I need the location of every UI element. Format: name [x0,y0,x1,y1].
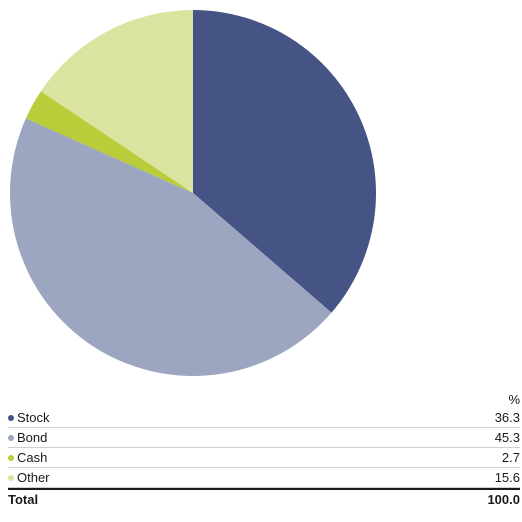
pie-slice-bond [10,118,332,376]
total-row: Total 100.0 [8,488,520,510]
row-value: 45.3 [494,429,520,445]
table-row: Cash 2.7 [8,448,520,468]
unit-header-row: % [8,390,520,408]
row-value: 2.7 [501,449,520,465]
other-legend-dot [8,474,14,481]
pie-slice-stock [193,10,376,313]
row-label: Cash [17,449,48,465]
row-value: 15.6 [494,469,520,485]
unit-header: % [508,392,520,407]
row-value: 36.3 [494,409,520,425]
pie-chart [10,10,376,376]
total-value: 100.0 [487,492,520,507]
total-label: Total [8,492,39,507]
bond-legend-dot [8,434,14,441]
pie-slice-other [40,10,194,193]
row-label: Bond [17,429,48,445]
allocation-table: % Stock 36.3 Bond 45.3 Cash 2.7 Other 15… [8,390,520,510]
row-label: Stock [17,409,50,425]
table-row: Other 15.6 [8,468,520,488]
table-row: Stock 36.3 [8,408,520,428]
pie-slice-cash [25,91,193,193]
row-label: Other [17,469,50,485]
stock-legend-dot [8,414,14,421]
table-row: Bond 45.3 [8,428,520,448]
cash-legend-dot [8,454,14,461]
